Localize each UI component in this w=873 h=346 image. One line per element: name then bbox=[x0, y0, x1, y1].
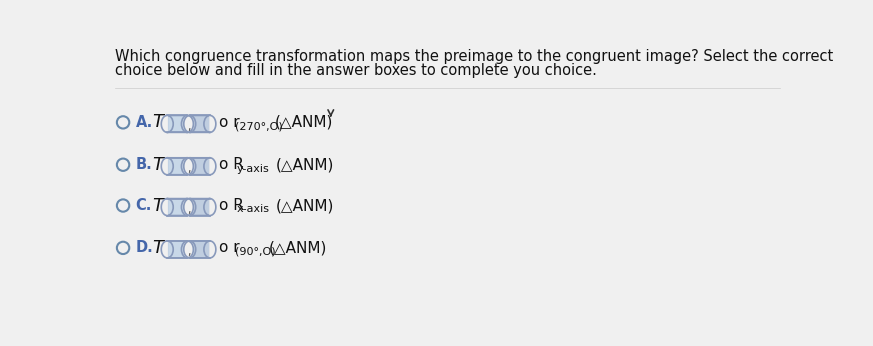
Text: T: T bbox=[152, 113, 162, 131]
Polygon shape bbox=[210, 199, 216, 216]
Text: (△ANM): (△ANM) bbox=[275, 115, 333, 130]
Text: choice below and fill in the answer boxes to complete you choice.: choice below and fill in the answer boxe… bbox=[115, 63, 597, 78]
Text: o R: o R bbox=[219, 198, 244, 213]
FancyBboxPatch shape bbox=[168, 199, 188, 216]
Polygon shape bbox=[188, 158, 193, 175]
Text: ,: , bbox=[188, 205, 191, 215]
Polygon shape bbox=[210, 158, 216, 175]
Polygon shape bbox=[210, 116, 216, 133]
Polygon shape bbox=[188, 116, 193, 133]
Text: B.: B. bbox=[135, 157, 152, 172]
Text: ,: , bbox=[188, 164, 191, 174]
FancyBboxPatch shape bbox=[168, 241, 188, 258]
Text: (△ANM): (△ANM) bbox=[276, 157, 334, 172]
Text: T: T bbox=[152, 197, 162, 215]
Polygon shape bbox=[188, 199, 193, 216]
Polygon shape bbox=[210, 241, 216, 258]
Text: D.: D. bbox=[135, 240, 154, 255]
Polygon shape bbox=[183, 241, 189, 258]
FancyBboxPatch shape bbox=[189, 158, 210, 175]
Text: T: T bbox=[152, 156, 162, 174]
Text: (90°,O): (90°,O) bbox=[235, 247, 275, 257]
FancyBboxPatch shape bbox=[189, 241, 210, 258]
Text: ,: , bbox=[188, 247, 191, 257]
Polygon shape bbox=[183, 199, 189, 216]
Polygon shape bbox=[162, 241, 168, 258]
Polygon shape bbox=[188, 241, 193, 258]
Text: o r: o r bbox=[219, 115, 240, 130]
Text: y-axis: y-axis bbox=[237, 164, 270, 174]
Text: Which congruence transformation maps the preimage to the congruent image? Select: Which congruence transformation maps the… bbox=[115, 49, 834, 64]
Text: (△ANM): (△ANM) bbox=[269, 240, 327, 255]
FancyBboxPatch shape bbox=[189, 116, 210, 133]
Text: o r: o r bbox=[219, 240, 240, 255]
Polygon shape bbox=[183, 116, 189, 133]
FancyBboxPatch shape bbox=[168, 158, 188, 175]
Polygon shape bbox=[162, 116, 168, 133]
Polygon shape bbox=[183, 158, 189, 175]
FancyBboxPatch shape bbox=[189, 199, 210, 216]
Text: (270°,O): (270°,O) bbox=[235, 121, 283, 131]
Text: o R: o R bbox=[219, 157, 244, 172]
Text: x-axis: x-axis bbox=[237, 204, 270, 215]
Polygon shape bbox=[162, 199, 168, 216]
Text: T: T bbox=[152, 239, 162, 257]
FancyBboxPatch shape bbox=[168, 116, 188, 133]
Polygon shape bbox=[162, 158, 168, 175]
Text: ,: , bbox=[188, 122, 191, 132]
Text: C.: C. bbox=[135, 198, 152, 213]
Text: A.: A. bbox=[135, 115, 153, 130]
Text: (△ANM): (△ANM) bbox=[276, 198, 334, 213]
